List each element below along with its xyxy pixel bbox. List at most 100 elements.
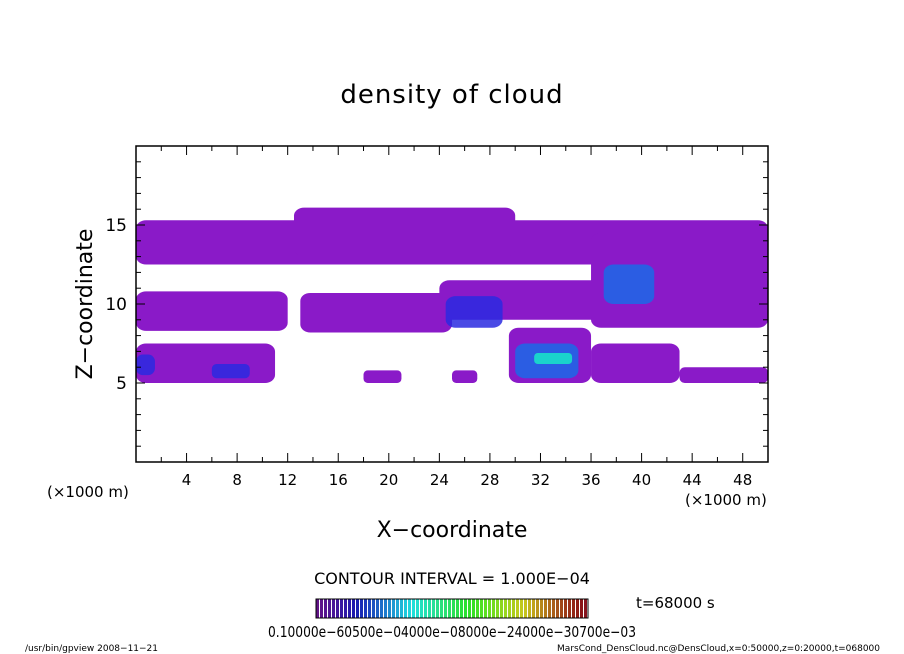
x-tick-label: 4 bbox=[182, 471, 192, 489]
colorbar-step bbox=[568, 599, 571, 618]
colorbar-labels: 0.10000e−60500e−04000e−08000e−24000e−307… bbox=[268, 623, 636, 641]
x-tick-label: 44 bbox=[683, 471, 702, 489]
colorbar-step bbox=[400, 599, 403, 618]
cloud-region-13 bbox=[445, 296, 503, 328]
colorbar-step bbox=[344, 599, 347, 618]
x-tick-label: 24 bbox=[430, 471, 449, 489]
colorbar-step bbox=[456, 599, 459, 618]
colorbar-step bbox=[540, 599, 543, 618]
y-axis-label: Z−coordinate bbox=[73, 229, 98, 380]
y-tick-label: 5 bbox=[116, 374, 127, 394]
footer-program: /usr/bin/gpview 2008−11−21 bbox=[25, 644, 158, 654]
x-axis-label: X−coordinate bbox=[377, 518, 528, 543]
colorbar-step bbox=[396, 599, 399, 618]
cloud-region-17 bbox=[534, 352, 573, 365]
colorbar-step bbox=[316, 599, 319, 618]
colorbar-step bbox=[468, 599, 471, 618]
colorbar-step bbox=[452, 599, 455, 618]
colorbar-step bbox=[340, 599, 343, 618]
colorbar-step bbox=[544, 599, 547, 618]
y-tick-label: 10 bbox=[105, 295, 127, 315]
footer-source: MarsCond_DensCloud.nc@DensCloud,x=0:5000… bbox=[557, 644, 880, 654]
cloud-region-3 bbox=[300, 292, 452, 333]
time-label: t=68000 s bbox=[636, 594, 715, 612]
colorbar-step bbox=[420, 599, 423, 618]
cloud-region-1 bbox=[294, 207, 516, 257]
colorbar-step bbox=[360, 599, 363, 618]
colorbar-step bbox=[564, 599, 567, 618]
colorbar-step bbox=[388, 599, 391, 618]
colorbar-step bbox=[336, 599, 339, 618]
y-axis: 5 10 15 bbox=[105, 145, 768, 463]
cloud-region-9 bbox=[679, 367, 768, 383]
x-tick-label: 32 bbox=[531, 471, 550, 489]
x-axis: 4 8 12 16 20 24 28 32 36 40 44 48 bbox=[135, 146, 769, 489]
chart-title: density of cloud bbox=[340, 80, 563, 110]
colorbar-step bbox=[488, 599, 491, 618]
colorbar-step bbox=[328, 599, 331, 618]
colorbar-step bbox=[504, 599, 507, 618]
colorbar-step bbox=[500, 599, 503, 618]
colorbar-step bbox=[560, 599, 563, 618]
colorbar-step bbox=[476, 599, 479, 618]
colorbar-step bbox=[580, 599, 583, 618]
contour-interval-text: CONTOUR INTERVAL = 1.000E−04 bbox=[314, 569, 590, 588]
x-tick-label: 16 bbox=[329, 471, 348, 489]
colorbar-step bbox=[416, 599, 419, 618]
colorbar-step bbox=[460, 599, 463, 618]
colorbar-step bbox=[352, 599, 355, 618]
x-tick-label: 36 bbox=[581, 471, 600, 489]
colorbar-step bbox=[424, 599, 427, 618]
colorbar-step bbox=[516, 599, 519, 618]
colorbar-step bbox=[380, 599, 383, 618]
cloud-region-12 bbox=[603, 264, 655, 304]
colorbar-step bbox=[536, 599, 539, 618]
x-tick-label: 40 bbox=[632, 471, 651, 489]
x-tick-label: 48 bbox=[733, 471, 752, 489]
colorbar-step bbox=[556, 599, 559, 618]
colorbar-step bbox=[412, 599, 415, 618]
colorbar-step bbox=[404, 599, 407, 618]
colorbar-step bbox=[508, 599, 511, 618]
colorbar-step bbox=[320, 599, 323, 618]
cloud-region-10 bbox=[363, 370, 402, 383]
colorbar-step bbox=[484, 599, 487, 618]
colorbar-step bbox=[464, 599, 467, 618]
colorbar-step bbox=[520, 599, 523, 618]
colorbar-step bbox=[552, 599, 555, 618]
colorbar-step bbox=[472, 599, 475, 618]
colorbar-step bbox=[480, 599, 483, 618]
x-tick-label: 28 bbox=[480, 471, 499, 489]
colorbar-step bbox=[376, 599, 379, 618]
colorbar-step bbox=[428, 599, 431, 618]
cloud-region-11 bbox=[452, 370, 478, 383]
colorbar-step bbox=[584, 599, 587, 618]
colorbar-step bbox=[548, 599, 551, 618]
colorbar-step bbox=[324, 599, 327, 618]
cloud-region-2 bbox=[136, 291, 288, 331]
x-tick-label: 12 bbox=[278, 471, 297, 489]
x-unit-right: (×1000 m) bbox=[685, 491, 767, 509]
colorbar-step bbox=[432, 599, 435, 618]
colorbar-step bbox=[372, 599, 375, 618]
colorbar-step bbox=[356, 599, 359, 618]
colorbar-step bbox=[408, 599, 411, 618]
x-tick-label: 20 bbox=[379, 471, 398, 489]
cloud-region-15 bbox=[211, 364, 250, 379]
cloud-region-16 bbox=[136, 354, 155, 376]
x-unit-left: (×1000 m) bbox=[47, 483, 129, 501]
cloud-density-field bbox=[136, 207, 768, 383]
colorbar-step bbox=[524, 599, 527, 618]
colorbar-step bbox=[348, 599, 351, 618]
colorbar-step bbox=[576, 599, 579, 618]
colorbar-frame bbox=[315, 598, 589, 619]
colorbar-step bbox=[532, 599, 535, 618]
colorbar-step bbox=[364, 599, 367, 618]
colorbar-step bbox=[496, 599, 499, 618]
colorbar-step bbox=[384, 599, 387, 618]
colorbar-step bbox=[392, 599, 395, 618]
colorbar-step bbox=[444, 599, 447, 618]
colorbar-step bbox=[448, 599, 451, 618]
x-tick-label: 8 bbox=[232, 471, 242, 489]
